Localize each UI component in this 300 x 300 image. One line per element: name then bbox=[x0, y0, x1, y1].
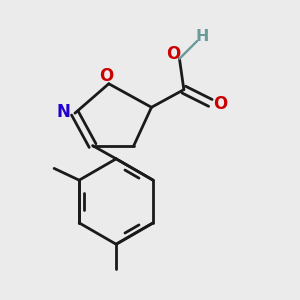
Text: N: N bbox=[57, 103, 71, 121]
Text: H: H bbox=[196, 29, 209, 44]
Text: O: O bbox=[213, 95, 227, 113]
Text: O: O bbox=[167, 45, 181, 63]
Text: O: O bbox=[99, 67, 113, 85]
